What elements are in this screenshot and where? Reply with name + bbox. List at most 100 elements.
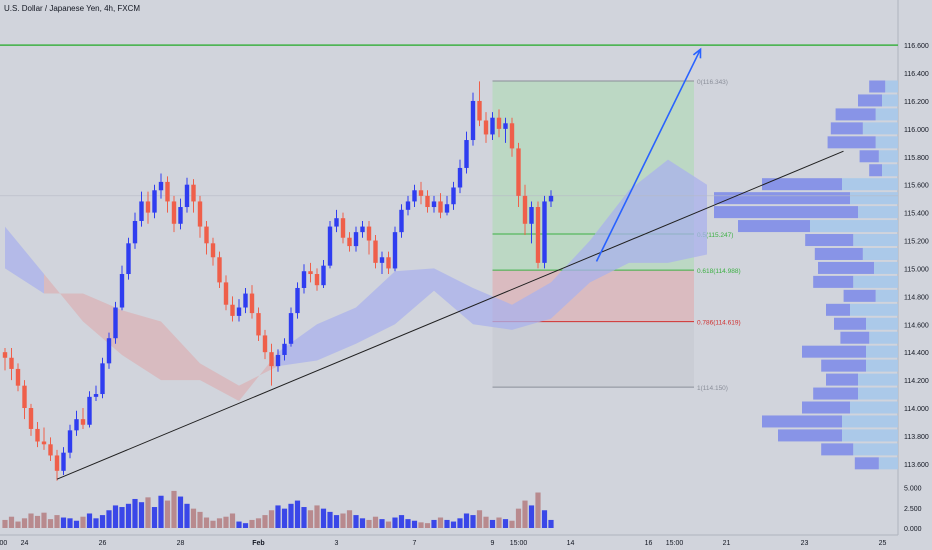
candle-body: [15, 368, 21, 386]
volume-profile-bar: [875, 289, 898, 302]
volume-bar: [190, 508, 197, 528]
volume-profile-bar: [762, 178, 842, 191]
volume-tick-label: 5.000: [904, 486, 922, 493]
candle: [119, 265, 125, 311]
volume-profile-bar: [869, 80, 886, 93]
volume-profile-bar: [835, 108, 876, 121]
volume-profile-bar: [858, 94, 882, 107]
ichimoku-cloud-segment: [512, 282, 551, 330]
volume-profile-bar: [869, 331, 898, 344]
volume-bar: [294, 500, 301, 528]
candle: [269, 343, 274, 386]
fib-level-label: 0.618(114.988): [697, 268, 741, 275]
ichimoku-cloud-segment: [161, 321, 200, 381]
candle: [28, 403, 34, 436]
volume-bar: [275, 505, 281, 528]
candle-body: [80, 419, 86, 425]
volume-profile-bar: [858, 373, 898, 386]
candle-body: [347, 237, 352, 247]
price-tick-label: 115.600: [904, 183, 929, 190]
volume-bar: [437, 517, 444, 528]
volume-profile-bar: [738, 220, 810, 233]
candle-body: [327, 226, 333, 266]
candle-body: [41, 441, 47, 445]
volume-profile-bar: [858, 387, 898, 400]
volume-profile-bar: [802, 345, 866, 358]
candle: [262, 329, 268, 360]
candle-body: [35, 428, 40, 442]
candle: [41, 427, 47, 450]
volume-profile-bar: [862, 247, 898, 260]
candle-body: [392, 232, 398, 269]
ichimoku-cloud-segment: [122, 310, 161, 381]
volume-bar: [86, 513, 93, 528]
candle: [347, 232, 352, 252]
volume-bar: [333, 515, 340, 528]
time-tick-label: 15:00: [510, 540, 528, 547]
candle-body: [223, 282, 229, 305]
candle-body: [295, 287, 300, 314]
volume-bar: [392, 517, 398, 528]
volume-bar: [327, 511, 333, 528]
candle-body: [275, 354, 281, 367]
volume-bar: [398, 515, 405, 528]
candle-body: [191, 184, 196, 202]
volume-bar: [112, 505, 119, 528]
candle: [431, 195, 437, 213]
volume-profile-bar: [854, 457, 879, 470]
time-tick-label: 14: [567, 540, 575, 547]
volume-bar: [242, 523, 249, 528]
volume-bar: [106, 510, 112, 528]
candle-body: [431, 201, 437, 208]
volume-bar: [353, 515, 359, 528]
candle: [80, 408, 86, 429]
candle-body: [340, 218, 346, 238]
candle-body: [126, 243, 131, 275]
candle: [35, 421, 40, 448]
candle: [295, 282, 300, 319]
volume-bar: [476, 510, 483, 528]
candle-body: [418, 190, 424, 196]
volume-profile-bar: [842, 429, 898, 442]
candle: [509, 117, 515, 157]
candle-body: [210, 243, 216, 258]
volume-profile-bar: [714, 206, 858, 219]
volume-bar: [307, 510, 314, 528]
volume-profile-bar: [858, 206, 898, 219]
volume-profile-bar: [862, 122, 898, 135]
ichimoku-cloud-segment: [551, 240, 590, 319]
candle: [171, 195, 177, 233]
candle: [9, 347, 14, 381]
volume-profile-bar: [853, 275, 898, 288]
candle: [334, 209, 339, 233]
volume-bar: [229, 513, 236, 528]
candle: [275, 349, 281, 372]
candle: [438, 193, 443, 219]
price-tick-label: 116.400: [904, 71, 929, 78]
volume-bar: [379, 519, 385, 528]
candle: [542, 195, 547, 269]
volume-bar: [125, 503, 132, 528]
volume-bar: [450, 521, 457, 528]
candle-body: [171, 201, 177, 224]
candle: [418, 181, 424, 205]
candle: [451, 181, 456, 210]
volume-bar: [340, 513, 346, 528]
volume-profile-bar: [818, 261, 874, 274]
volume-tick-label: 0.000: [904, 526, 922, 533]
candle: [191, 179, 196, 213]
volume-profile-bar: [813, 387, 858, 400]
candle: [444, 195, 450, 216]
price-tick-label: 114.800: [904, 294, 929, 301]
ichimoku-cloud-segment: [668, 159, 707, 263]
candle: [54, 449, 60, 481]
time-tick-label: 3: [335, 540, 339, 547]
candle: [340, 212, 346, 244]
candle: [22, 380, 27, 420]
volume-bar: [385, 521, 392, 528]
candle-body: [496, 117, 502, 129]
volume-bar: [444, 519, 450, 528]
price-tick-label: 114.400: [904, 350, 929, 357]
